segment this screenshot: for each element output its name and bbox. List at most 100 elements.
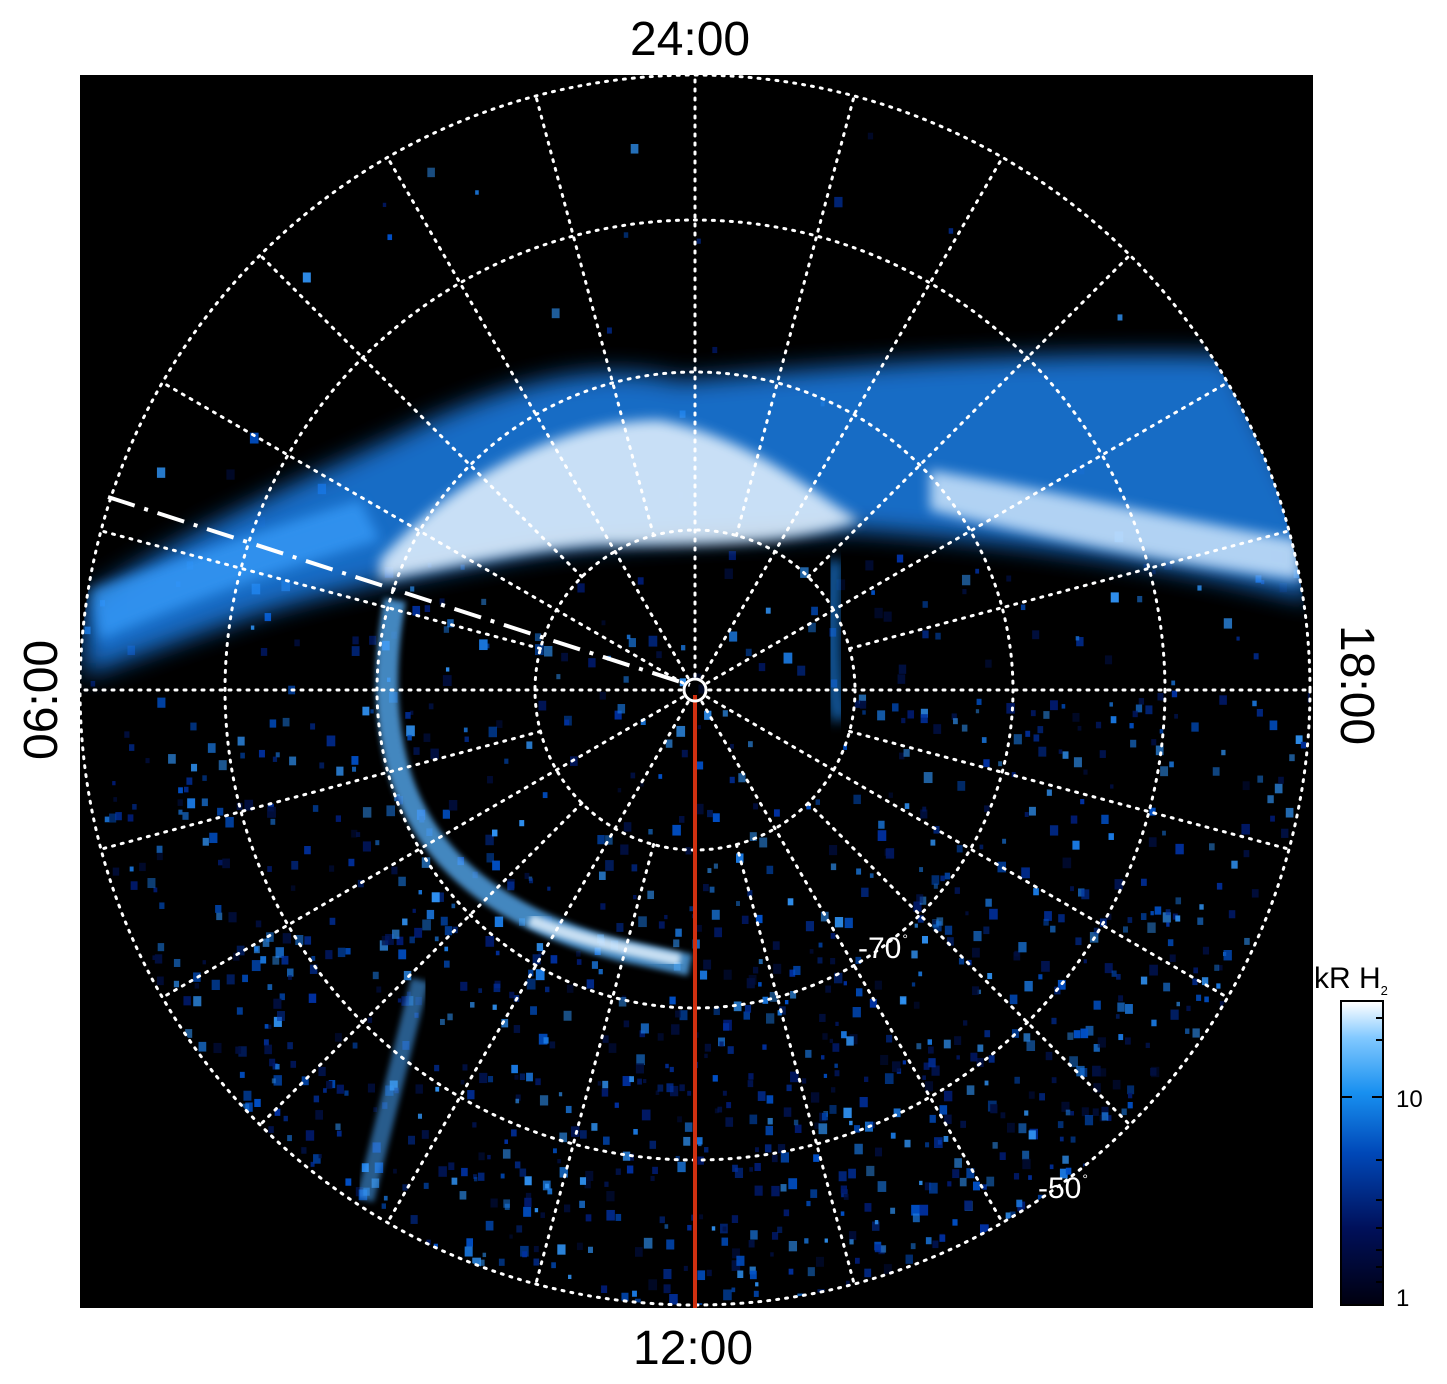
- emission-pixel: [658, 921, 665, 929]
- emission-pixel: [783, 1107, 792, 1117]
- emission-pixel: [271, 1078, 276, 1084]
- emission-pixel: [191, 763, 198, 772]
- emission-pixel: [362, 706, 370, 716]
- emission-pixel: [430, 748, 439, 760]
- emission-pixel: [579, 1200, 585, 1208]
- emission-pixel: [1219, 1001, 1225, 1007]
- emission-pixel: [287, 968, 294, 977]
- colorbar-tick-label-1: 1: [1396, 1285, 1410, 1312]
- emission-pixel: [986, 1176, 995, 1187]
- emission-pixel: [532, 954, 541, 965]
- emission-pixel: [1013, 1173, 1020, 1180]
- emission-pixel: [979, 1224, 989, 1236]
- emission-pixel: [1300, 741, 1307, 749]
- emission-pixel: [622, 1151, 631, 1161]
- emission-pixel: [264, 1024, 269, 1029]
- emission-pixel: [601, 1088, 609, 1097]
- emission-pixel: [905, 1254, 913, 1264]
- emission-pixel: [819, 1013, 826, 1022]
- emission-pixel: [282, 717, 290, 727]
- emission-pixel: [825, 985, 832, 993]
- emission-pixel: [556, 674, 561, 680]
- emission-pixel: [893, 1108, 901, 1118]
- emission-pixel: [215, 905, 222, 913]
- emission-pixel: [634, 1247, 643, 1257]
- emission-pixel: [1137, 595, 1143, 603]
- emission-pixel: [1097, 1037, 1106, 1048]
- emission-pixel: [479, 639, 488, 651]
- emission-pixel: [883, 1264, 892, 1275]
- emission-pixel: [1163, 982, 1171, 992]
- emission-pixel: [713, 863, 718, 869]
- emission-pixel: [605, 835, 613, 845]
- emission-pixel: [601, 1285, 608, 1294]
- emission-pixel: [1014, 1076, 1020, 1084]
- emission-pixel: [698, 684, 706, 694]
- emission-pixel: [877, 830, 887, 841]
- emission-pixel: [675, 928, 682, 937]
- emission-pixel: [676, 725, 686, 737]
- emission-pixel: [325, 950, 333, 960]
- emission-pixel: [1072, 840, 1080, 850]
- emission-pixel: [520, 1245, 529, 1257]
- emission-pixel: [504, 758, 509, 764]
- emission-pixel: [890, 1132, 896, 1139]
- emission-pixel: [984, 1080, 989, 1086]
- emission-pixel: [451, 903, 456, 909]
- emission-pixel: [511, 1129, 517, 1137]
- emission-pixel: [616, 923, 624, 932]
- emission-pixel: [704, 1147, 709, 1153]
- emission-pixel: [1270, 815, 1275, 822]
- emission-pixel: [213, 1042, 222, 1054]
- emission-pixel: [485, 1220, 494, 1231]
- emission-pixel: [703, 959, 712, 970]
- emission-pixel: [479, 1259, 485, 1266]
- emission-pixel: [780, 1152, 789, 1163]
- emission-pixel: [473, 1177, 478, 1182]
- emission-pixel: [1127, 1101, 1133, 1109]
- emission-pixel: [1099, 750, 1106, 758]
- emission-pixel: [840, 1185, 848, 1194]
- emission-pixel: [723, 1289, 732, 1301]
- emission-pixel: [1175, 897, 1182, 905]
- emission-pixel: [264, 613, 272, 622]
- emission-pixel: [864, 1203, 872, 1212]
- emission-pixel: [911, 950, 918, 959]
- emission-pixel: [636, 1054, 645, 1066]
- emission-pixel: [754, 1185, 763, 1196]
- emission-pixel: [883, 611, 892, 622]
- emission-pixel: [239, 1071, 245, 1078]
- emission-pixel: [892, 703, 899, 712]
- emission-pixel: [648, 829, 653, 835]
- emission-pixel: [685, 847, 692, 855]
- emission-pixel: [1143, 563, 1147, 569]
- emission-pixel: [672, 824, 681, 836]
- emission-pixel: [585, 1170, 594, 1181]
- emission-pixel: [218, 760, 227, 771]
- grid-meridian: [848, 729, 1291, 851]
- emission-pixel: [473, 1174, 477, 1179]
- emission-pixel: [912, 1213, 920, 1223]
- emission-pixel: [551, 308, 560, 319]
- emission-pixel: [788, 1178, 798, 1190]
- emission-pixel: [273, 1016, 282, 1027]
- emission-pixel: [939, 1234, 946, 1242]
- emission-pixel: [584, 1180, 591, 1189]
- emission-pixel: [659, 1216, 665, 1224]
- emission-pixel: [902, 1060, 906, 1065]
- emission-pixel: [821, 1055, 825, 1060]
- emission-pixel: [633, 1128, 638, 1135]
- emission-pixel: [1016, 1199, 1023, 1208]
- emission-pixel: [639, 1030, 646, 1038]
- emission-pixel: [287, 1135, 292, 1142]
- emission-pixel: [519, 1073, 526, 1081]
- emission-pixel: [687, 1224, 692, 1231]
- emission-pixel: [621, 1292, 629, 1302]
- emission-pixel: [972, 986, 979, 996]
- emission-pixel: [713, 1007, 720, 1016]
- emission-pixel: [617, 788, 622, 793]
- emission-pixel: [290, 885, 296, 891]
- emission-pixel: [434, 936, 439, 942]
- emission-pixel: [849, 1231, 857, 1241]
- emission-pixel: [1150, 1067, 1157, 1076]
